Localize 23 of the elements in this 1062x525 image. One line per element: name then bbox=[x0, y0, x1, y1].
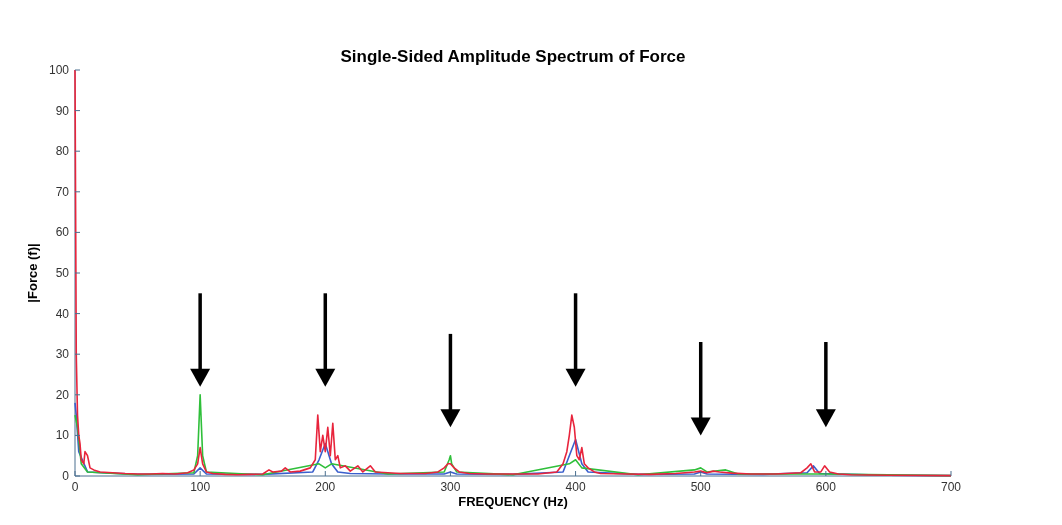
y-tick-label: 60 bbox=[55, 225, 70, 240]
x-tick-label: 700 bbox=[940, 480, 962, 494]
y-tick-label: 30 bbox=[55, 347, 70, 362]
y-tick-label: 20 bbox=[55, 387, 70, 402]
x-tick-label: 600 bbox=[815, 480, 837, 494]
y-tick-label: 10 bbox=[55, 428, 70, 443]
x-tick-label: 200 bbox=[315, 480, 336, 494]
y-tick-label: 100 bbox=[48, 63, 70, 77]
x-axis-title: FREQUENCY (Hz) bbox=[458, 494, 568, 509]
y-tick-label: 40 bbox=[55, 306, 70, 321]
y-axis-title: |Force (f)| bbox=[25, 243, 40, 303]
x-tick-label: 400 bbox=[565, 480, 586, 494]
y-tick-label: 0 bbox=[62, 469, 70, 483]
x-tick-label: 100 bbox=[190, 480, 211, 494]
chart-title: Single-Sided Amplitude Spectrum of Force bbox=[340, 47, 686, 66]
line-series bbox=[74, 69, 952, 477]
y-tick-label: 50 bbox=[55, 266, 70, 280]
y-tick-label: 70 bbox=[55, 184, 70, 199]
x-tick-label: 500 bbox=[690, 480, 712, 494]
x-tick-label: 300 bbox=[440, 480, 461, 494]
y-tick-label: 90 bbox=[55, 103, 70, 118]
y-tick-label: 80 bbox=[55, 144, 70, 159]
x-tick-label: 0 bbox=[71, 480, 79, 494]
